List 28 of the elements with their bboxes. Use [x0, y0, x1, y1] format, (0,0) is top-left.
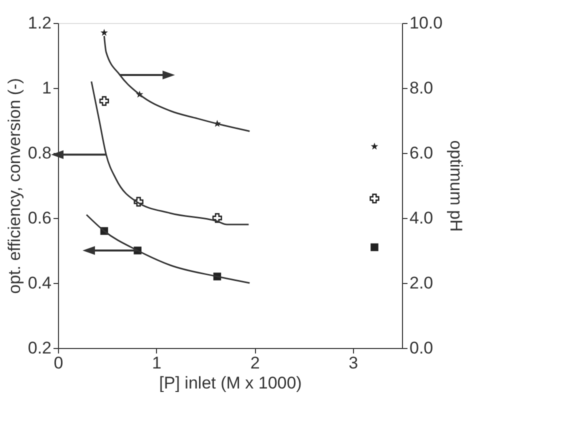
y2-tick-label: 6.0 — [410, 144, 434, 162]
y2-tick-label: 10.0 — [410, 14, 443, 32]
x-axis-title: [P] inlet (M x 1000) — [159, 374, 302, 392]
point — [370, 243, 378, 252]
point — [99, 96, 110, 106]
y-tick-label: 0.4 — [28, 274, 52, 292]
x-tick-label: 2 — [250, 354, 260, 372]
y-tick-label: 0.6 — [28, 208, 52, 228]
point — [134, 196, 144, 207]
y-tick-label: 0.2 — [28, 338, 52, 358]
y2-tick-label: 0.0 — [410, 338, 434, 358]
y-tick-label: 0.8 — [28, 144, 52, 162]
x-tick-label: 3 — [348, 354, 358, 372]
y2-axis-title: optimum pH — [446, 140, 466, 232]
point — [370, 142, 378, 150]
y2-tick-label: 4.0 — [410, 208, 434, 228]
y2-tick-label: 8.0 — [410, 78, 434, 98]
line-series — [90, 80, 250, 226]
point — [370, 194, 380, 204]
x-tick-label: 1 — [152, 354, 162, 372]
y-tick-label: 1.2 — [28, 14, 52, 32]
point — [212, 213, 222, 223]
y-axis-title: opt. efficiency, conversion (-) — [4, 78, 24, 294]
y-tick-label: 1 — [42, 78, 52, 98]
line-series — [86, 214, 250, 284]
point — [100, 28, 108, 36]
x-tick-label: 0 — [54, 354, 64, 372]
y2-tick-label: 2.0 — [410, 274, 434, 292]
